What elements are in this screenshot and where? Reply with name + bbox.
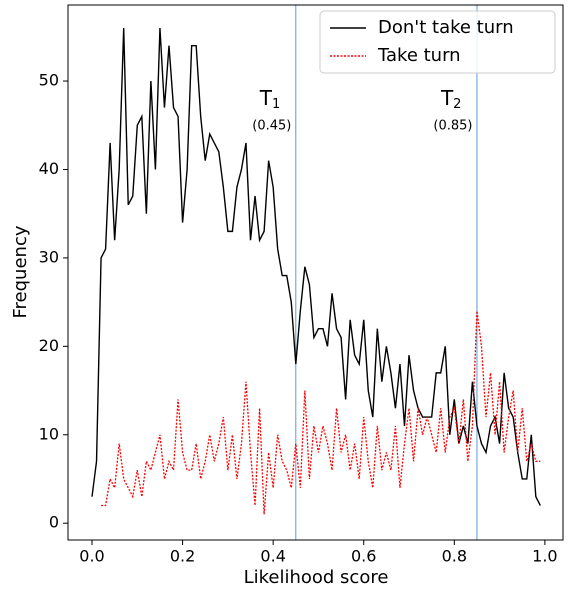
x-tick-label: 0.0 (79, 547, 104, 566)
x-tick-label: 1.0 (532, 547, 557, 566)
legend: Don't take turn Take turn (319, 10, 556, 74)
y-tick-label: 30 (39, 247, 59, 266)
x-tick-label: 0.4 (260, 547, 285, 566)
threshold-subscript: 2 (453, 97, 461, 112)
series-line (91, 27, 541, 506)
threshold-value: (0.45) (252, 119, 291, 134)
x-axis-label: Likelihood score (244, 567, 389, 588)
legend-label: Don't take turn (378, 17, 514, 38)
y-axis-label: Frequency (10, 225, 31, 318)
threshold-name-main: T (259, 86, 273, 110)
series-line (101, 310, 541, 515)
threshold-name: T2 (440, 86, 462, 112)
y-tick-label: 0 (49, 513, 59, 532)
legend-label: Take turn (377, 45, 461, 66)
y-tick-label: 50 (39, 71, 59, 90)
x-tick-label: 0.2 (170, 547, 195, 566)
plot-frame (67, 4, 564, 541)
legend-box (319, 10, 556, 74)
threshold-subscript: 1 (272, 97, 280, 112)
y-tick-label: 20 (39, 336, 59, 355)
x-tick-label: 0.6 (351, 547, 376, 566)
threshold-value: (0.85) (433, 119, 472, 134)
x-tick-label: 0.8 (442, 547, 467, 566)
threshold-name-main: T (440, 86, 454, 110)
threshold-name: T1 (259, 86, 281, 112)
y-tick-label: 40 (39, 159, 59, 178)
y-tick-label: 10 (39, 424, 59, 443)
